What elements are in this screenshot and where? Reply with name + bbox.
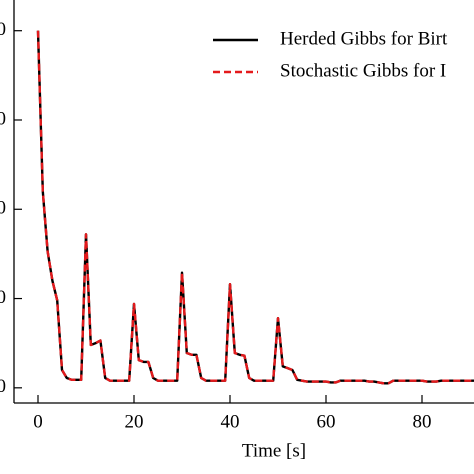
x-tick-label: 80 [413, 411, 432, 432]
y-tick-label: 40 [0, 19, 6, 40]
series-line [36, 30, 474, 385]
x-tick-label: 20 [125, 411, 144, 432]
y-tick-label: 0 [0, 376, 6, 397]
x-axis-label: Time [s] [242, 440, 306, 461]
x-tick-label: 60 [317, 411, 336, 432]
y-tick-label: 20 [0, 198, 6, 219]
y-tick-label: 10 [0, 287, 6, 308]
x-tick-label: 0 [33, 411, 43, 432]
series-line [36, 30, 474, 385]
legend-label: Stochastic Gibbs for I [280, 60, 446, 81]
legend-label: Herded Gibbs for Birt [280, 28, 448, 49]
y-tick-label: 30 [0, 108, 6, 129]
x-tick-label: 40 [221, 411, 240, 432]
plot-area [36, 30, 474, 385]
